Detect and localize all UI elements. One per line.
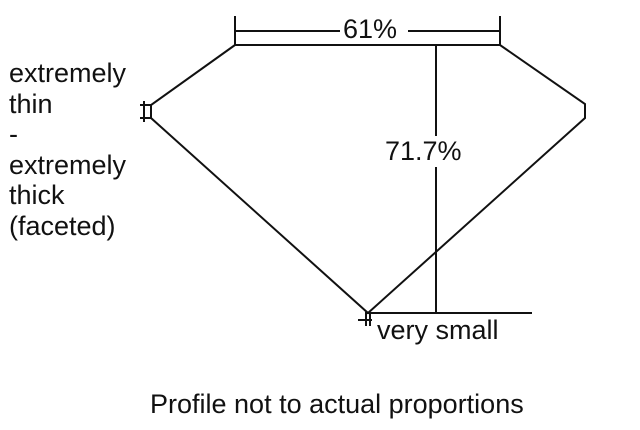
depth-percentage-label: 71.7% bbox=[385, 136, 462, 167]
girdle-label-line: - bbox=[9, 119, 18, 149]
diamond-outline bbox=[150, 44, 586, 315]
caption: Profile not to actual proportions bbox=[150, 389, 524, 419]
girdle-label-line: (faceted) bbox=[9, 210, 116, 241]
girdle-label-line: thin bbox=[9, 88, 53, 119]
table-percentage-label: 61% bbox=[343, 14, 398, 44]
girdle-label-line: thick bbox=[9, 180, 65, 210]
girdle-thickness-label: extremely thin - extremely thick (facete… bbox=[9, 58, 126, 241]
girdle-label-line: extremely bbox=[9, 58, 127, 88]
culet-size-label: very small bbox=[377, 315, 499, 345]
girdle-label-line: extremely bbox=[9, 149, 127, 180]
